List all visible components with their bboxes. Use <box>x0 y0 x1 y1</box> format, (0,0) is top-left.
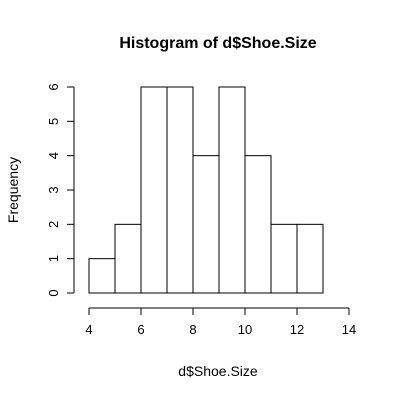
x-tick-label-4: 4 <box>85 322 92 337</box>
y-tick-label-0: 0 <box>46 289 61 296</box>
bars-group <box>88 86 324 294</box>
x-axis: 4 6 8 10 12 14 <box>85 307 356 337</box>
x-tick-label-12: 12 <box>290 322 304 337</box>
histogram-bar-10-11 <box>244 155 272 294</box>
y-axis: 0 1 2 3 4 5 6 <box>46 83 75 297</box>
histogram-bar-6-7 <box>140 86 168 294</box>
y-tick-label-5: 5 <box>46 118 61 125</box>
x-tick-label-14: 14 <box>342 322 356 337</box>
y-tick-label-1: 1 <box>46 255 61 262</box>
histogram-bar-11-12 <box>270 223 298 294</box>
x-axis-label: d$Shoe.Size <box>178 363 258 379</box>
histogram-bar-8-9 <box>192 155 220 294</box>
chart-title: Histogram of d$Shoe.Size <box>119 35 316 52</box>
y-tick-label-6: 6 <box>46 83 61 90</box>
histogram-bar-5-6 <box>114 223 142 294</box>
histogram-bar-7-8 <box>166 86 194 294</box>
histogram-bar-9-10 <box>218 86 246 294</box>
y-tick-label-3: 3 <box>46 186 61 193</box>
y-tick-label-2: 2 <box>46 221 61 228</box>
y-axis-label: Frequency <box>5 157 21 223</box>
x-tick-label-6: 6 <box>137 322 144 337</box>
histogram-bar-4-5 <box>88 258 116 294</box>
histogram-bar-12-13 <box>296 223 324 294</box>
y-tick-label-4: 4 <box>46 152 61 159</box>
x-tick-label-8: 8 <box>189 322 196 337</box>
x-tick-label-10: 10 <box>238 322 252 337</box>
